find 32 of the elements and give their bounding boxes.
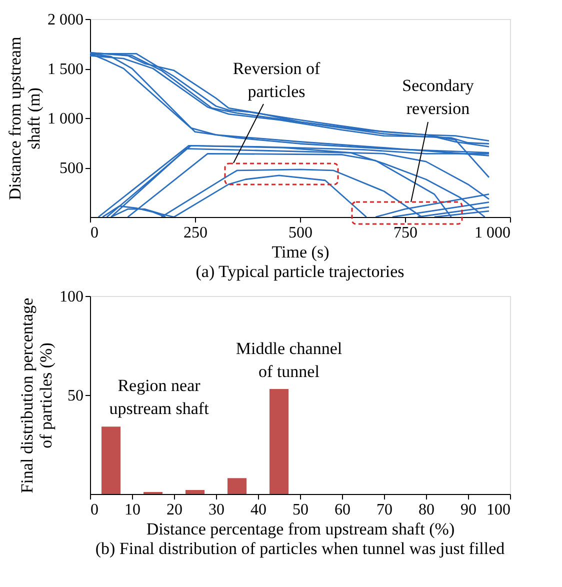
y-axis-title: Distance from upstream shaft (m)	[6, 36, 44, 200]
x-tick-label: 10	[124, 502, 140, 518]
x-tick-label: 500	[288, 224, 312, 242]
x-tick-label: 750	[394, 224, 418, 242]
x-tick-label: 100	[486, 502, 510, 518]
x-tick-label: 1 000	[474, 224, 510, 242]
y-tick-label: 1 500	[48, 61, 84, 78]
annotation: Middle channel of tunnel	[236, 339, 342, 381]
y-tick-label: 100	[60, 288, 84, 306]
y-tick-label: 2 000	[48, 12, 84, 28]
annotation: Secondary reversion	[402, 76, 474, 118]
y-tick-label: 50	[68, 388, 84, 404]
y-tick-label: 500	[60, 160, 84, 177]
x-tick-label: 50	[292, 502, 308, 518]
x-tick-label: 60	[334, 502, 350, 518]
x-tick-label: 0	[90, 224, 98, 242]
x-tick-label: 70	[376, 502, 392, 518]
y-tick-label: 1 000	[48, 110, 84, 128]
x-tick-label: 40	[250, 502, 266, 518]
text: (a) Typical particle trajectories	[196, 262, 404, 281]
x-tick-label: 90	[460, 502, 476, 518]
annotation: Region near upstream shaft	[109, 376, 210, 418]
x-axis-title: Distance percentage from upstream shaft (%)	[146, 520, 455, 538]
x-tick-label: 250	[184, 224, 208, 242]
text: (b) Final distribution of particles when tunnel was just filled	[95, 539, 506, 558]
x-tick-label: 0	[90, 502, 98, 518]
x-tick-label: 30	[208, 502, 224, 518]
x-axis-title: Time (s)	[272, 242, 330, 262]
annotation: Reversion of particles	[232, 59, 321, 101]
y-axis-title: Final distribution percentage of particles (%)	[18, 298, 56, 494]
x-tick-label: 80	[418, 502, 434, 518]
x-tick-label: 20	[166, 502, 182, 518]
